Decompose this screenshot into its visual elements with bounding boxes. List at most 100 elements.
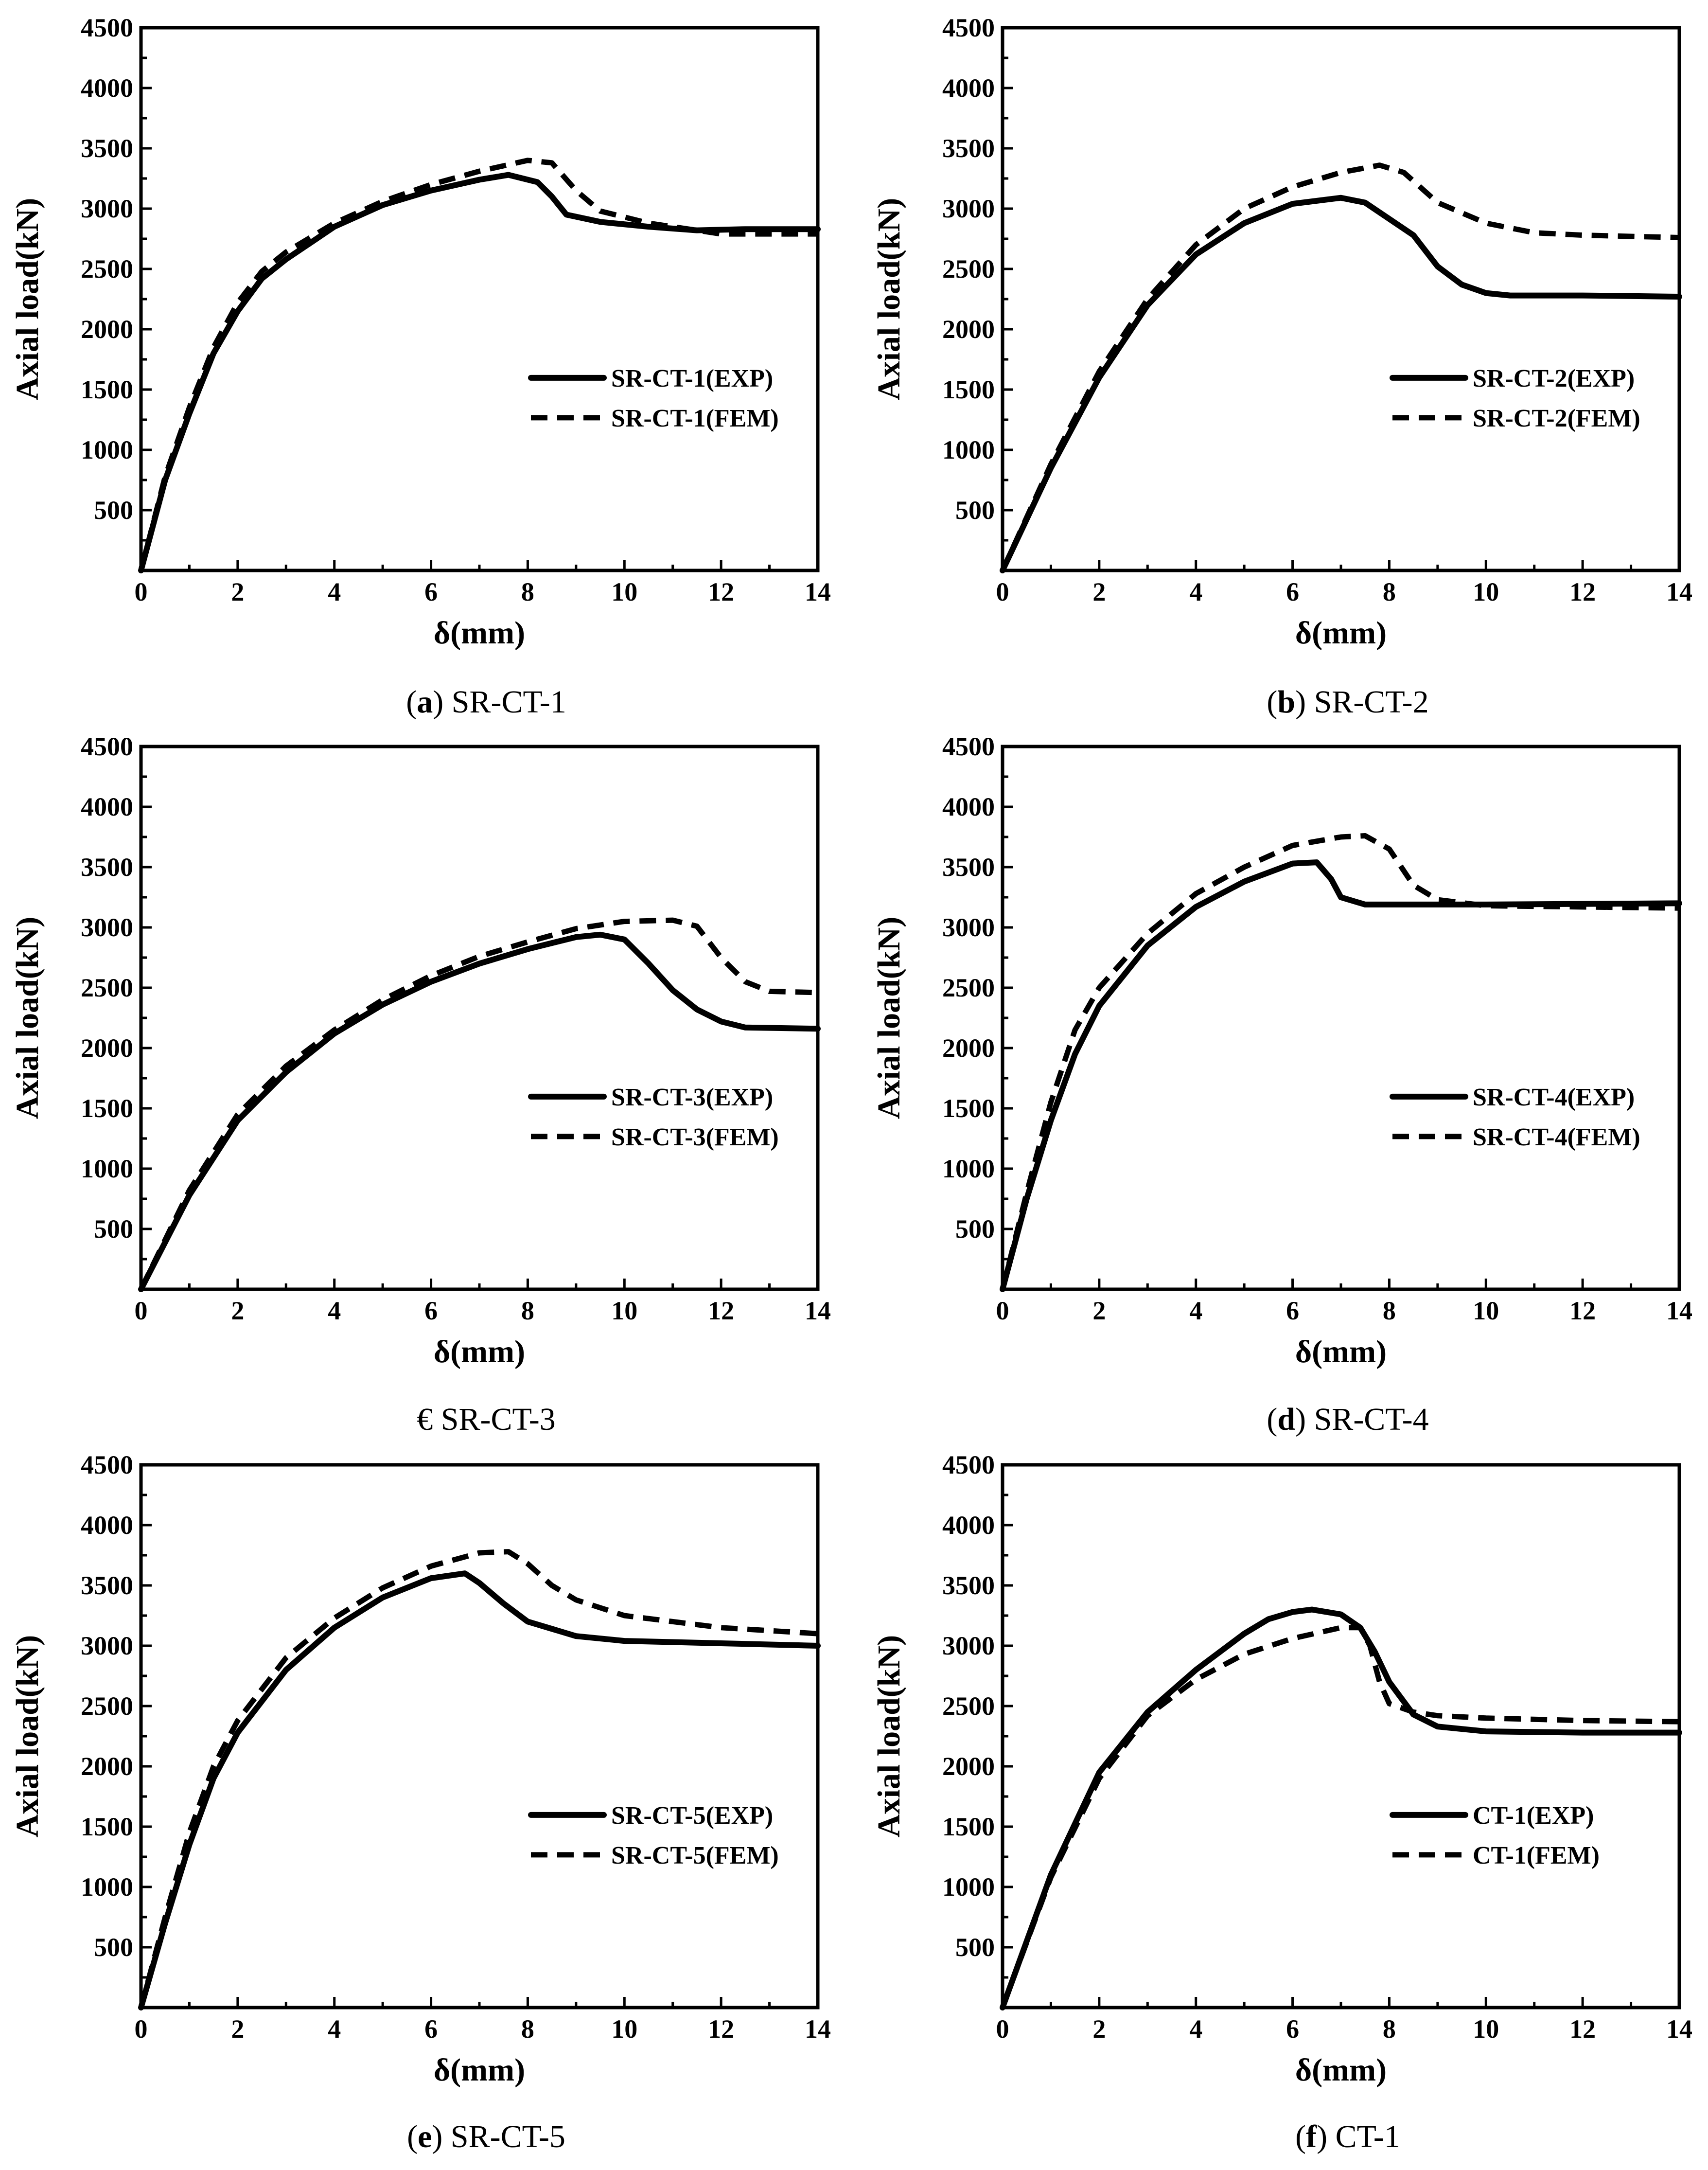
y-tick-label: 1000 — [81, 435, 133, 464]
x-tick-label: 0 — [135, 1296, 148, 1325]
y-tick-label: 4000 — [942, 1511, 995, 1540]
x-axis-label: δ(mm) — [434, 1334, 525, 1370]
y-tick-label: 3000 — [942, 913, 995, 942]
y-tick-label: 500 — [955, 1933, 995, 1962]
plot-frame — [1001, 26, 1681, 572]
x-tick-label: 10 — [1473, 1296, 1499, 1325]
chart-panel-2: 0 2 4 6 8 10 12 14 500 1000 1500 2000 2500 3000 3500 40… — [871, 13, 1692, 720]
y-tick-label: 2000 — [942, 1752, 995, 1781]
x-tick-label: 8 — [1383, 2014, 1396, 2044]
x-tick-label: 0 — [996, 577, 1009, 606]
series-line-fem — [1000, 162, 1680, 572]
x-tick-label: 6 — [424, 1296, 438, 1325]
x-tick-label: 4 — [1189, 2014, 1202, 2044]
y-tick-label: 1500 — [942, 1094, 995, 1123]
x-tick-label: 10 — [1473, 2014, 1499, 2044]
x-tick-label: 14 — [1666, 2014, 1692, 2044]
x-tick-label: 14 — [805, 1296, 831, 1325]
y-tick-label: 1500 — [81, 1812, 133, 1841]
series-line-fem — [1000, 1625, 1680, 2009]
y-tick-label: 4000 — [81, 792, 133, 821]
y-tick-label: 4000 — [81, 1511, 133, 1540]
legend-label: CT-1(FEM) — [1473, 1842, 1600, 1869]
y-tick-label: 4000 — [942, 73, 995, 103]
legend-label: SR-CT-1(EXP) — [611, 365, 773, 392]
legend-label: SR-CT-2(EXP) — [1473, 365, 1635, 392]
x-tick-label: 12 — [708, 2014, 734, 2044]
x-tick-label: 8 — [521, 1296, 534, 1325]
x-tick-label: 12 — [708, 1296, 734, 1325]
plot-frame — [1001, 1463, 1681, 2010]
x-tick-label: 2 — [1092, 577, 1106, 606]
y-tick-label: 1000 — [81, 1154, 133, 1183]
x-tick-label: 12 — [708, 577, 734, 606]
series-line-exp — [1000, 859, 1682, 1292]
y-tick-label: 1500 — [81, 1094, 133, 1123]
y-axis-label: Axial load(kN) — [871, 917, 907, 1119]
y-tick-label: 3500 — [81, 134, 133, 163]
x-tick-label: 14 — [1666, 1296, 1692, 1325]
y-tick-label: 3500 — [81, 853, 133, 882]
x-axis-label: δ(mm) — [434, 615, 525, 651]
y-tick-label: 3000 — [81, 1631, 133, 1660]
x-tick-label: 2 — [1092, 2014, 1106, 2044]
y-tick-label: 4000 — [81, 73, 133, 103]
x-tick-label: 12 — [1569, 1296, 1596, 1325]
x-tick-label: 10 — [611, 1296, 637, 1325]
legend-label: SR-CT-4(EXP) — [1473, 1084, 1635, 1111]
y-tick-label: 3500 — [942, 1571, 995, 1600]
x-axis-label: δ(mm) — [1295, 615, 1387, 651]
x-tick-label: 4 — [328, 2014, 341, 2044]
panel-caption: (a) SR-CT-1 — [406, 684, 566, 720]
x-tick-label: 14 — [805, 577, 831, 606]
x-tick-label: 8 — [1383, 577, 1396, 606]
legend-label: SR-CT-3(EXP) — [611, 1084, 773, 1111]
legend-label: SR-CT-1(FEM) — [611, 405, 779, 432]
y-tick-label: 2000 — [81, 1033, 133, 1063]
panel-caption: (d) SR-CT-4 — [1267, 1402, 1428, 1437]
y-tick-label: 4500 — [942, 1450, 995, 1479]
y-tick-label: 1000 — [942, 1872, 995, 1902]
legend-label: SR-CT-5(FEM) — [611, 1842, 779, 1869]
y-tick-label: 2500 — [942, 254, 995, 284]
y-tick-label: 2000 — [942, 315, 995, 344]
chart-panel-4: 0 2 4 6 8 10 12 14 500 1000 1500 2000 2500 3000 3500 40… — [871, 732, 1692, 1437]
y-tick-label: 500 — [955, 1214, 995, 1244]
legend-label: SR-CT-2(FEM) — [1473, 405, 1640, 432]
legend-label: SR-CT-5(EXP) — [611, 1802, 773, 1830]
x-tick-label: 2 — [231, 2014, 244, 2044]
y-tick-label: 2500 — [81, 254, 133, 284]
y-tick-label: 2000 — [81, 315, 133, 344]
x-tick-label: 2 — [231, 577, 244, 606]
x-tick-label: 6 — [424, 577, 438, 606]
y-tick-label: 3000 — [942, 194, 995, 223]
y-tick-label: 3000 — [81, 194, 133, 223]
y-tick-label: 500 — [94, 1214, 133, 1244]
legend-label: SR-CT-3(FEM) — [611, 1123, 779, 1151]
series-line-fem — [1000, 833, 1680, 1290]
y-tick-label: 4500 — [942, 13, 995, 42]
x-axis-label: δ(mm) — [1295, 1334, 1387, 1370]
chart-panel-3: 0 2 4 6 8 10 12 14 500 1000 1500 2000 2500 3000 3500 40… — [10, 732, 831, 1437]
x-tick-label: 6 — [1286, 1296, 1299, 1325]
x-tick-label: 4 — [1189, 1296, 1202, 1325]
x-tick-label: 14 — [1666, 577, 1692, 606]
x-tick-label: 8 — [521, 2014, 534, 2044]
y-tick-label: 1500 — [942, 1812, 995, 1841]
x-axis-label: δ(mm) — [434, 2052, 525, 2088]
series-line-fem — [138, 1549, 818, 2009]
x-tick-label: 4 — [328, 1296, 341, 1325]
y-tick-label: 1000 — [942, 435, 995, 464]
x-tick-label: 2 — [1092, 1296, 1106, 1325]
y-tick-label: 3000 — [81, 913, 133, 942]
x-tick-label: 6 — [1286, 2014, 1299, 2044]
x-tick-label: 0 — [135, 2014, 148, 2044]
series-line-exp — [138, 1570, 821, 2010]
y-tick-label: 3000 — [942, 1631, 995, 1660]
panel-caption: (e) SR-CT-5 — [407, 2119, 565, 2154]
y-tick-label: 2500 — [942, 973, 995, 1002]
series-line-fem — [139, 917, 818, 1291]
y-tick-label: 3500 — [942, 853, 995, 882]
y-tick-label: 3500 — [942, 134, 995, 163]
